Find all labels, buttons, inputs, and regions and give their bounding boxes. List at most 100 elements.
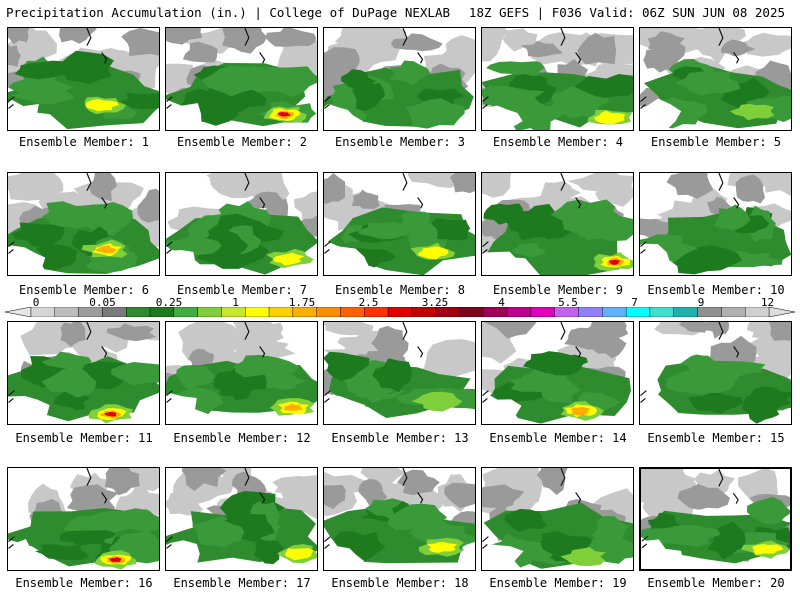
colorbar-swatch — [744, 307, 770, 317]
member-label: Ensemble Member: 6 — [18, 283, 150, 297]
precip-map — [166, 28, 317, 130]
colorbar-swatch — [673, 307, 698, 317]
page-title: Precipitation Accumulation (in.) | Colle… — [6, 5, 451, 20]
coastline — [640, 173, 740, 254]
coastline — [166, 173, 266, 254]
member-label: Ensemble Member: 7 — [176, 283, 308, 297]
colorbar-swatch — [268, 307, 294, 317]
coastline — [8, 468, 108, 549]
precip-map — [324, 28, 475, 130]
member-map-panel[interactable] — [639, 321, 792, 425]
member-map-panel[interactable] — [481, 172, 634, 276]
colorbar-arrow-left — [5, 307, 32, 317]
member-map-panel[interactable] — [639, 172, 792, 276]
colorbar-swatch — [697, 307, 722, 317]
colorbar-tick-label: 3.25 — [421, 296, 449, 309]
colorbar-tick-label: 4 — [498, 296, 505, 309]
coastline — [166, 468, 266, 549]
precip-map — [482, 173, 633, 275]
colorbar-swatch — [102, 307, 127, 317]
member-map-panel[interactable] — [165, 27, 318, 131]
colorbar-swatch — [340, 307, 365, 317]
colorbar-swatch — [625, 307, 651, 317]
member-map-panel[interactable] — [481, 467, 634, 571]
colorbar-swatch — [387, 307, 413, 317]
member-map-panel[interactable] — [639, 27, 792, 131]
colorbar-swatch — [483, 307, 508, 317]
member-map-panel[interactable] — [7, 467, 160, 571]
precip-map — [8, 28, 159, 130]
member-map-panel[interactable] — [323, 467, 476, 571]
member-label: Ensemble Member: 15 — [647, 431, 785, 445]
colorbar-swatch — [78, 307, 103, 317]
member-map-panel[interactable] — [165, 467, 318, 571]
colorbar-tick-label: 2.5 — [358, 296, 379, 309]
colorbar-tick-label: 0.25 — [155, 296, 183, 309]
member-map-panel[interactable] — [165, 321, 318, 425]
member-label: Ensemble Member: 18 — [331, 576, 469, 590]
member-map-panel[interactable] — [639, 467, 792, 571]
colorbar-swatch — [149, 307, 175, 317]
colorbar-strip — [5, 307, 795, 317]
run-info: 18Z GEFS | F036 Valid: 06Z SUN JUN 08 20… — [468, 5, 785, 20]
colorbar-swatch — [411, 307, 436, 317]
colorbar-tick-label: 1 — [232, 296, 239, 309]
header: Precipitation Accumulation (in.) | Colle… — [0, 0, 800, 26]
coastline — [482, 28, 582, 109]
colorbar-swatch — [197, 307, 222, 317]
coastline — [166, 28, 266, 109]
member-map-panel[interactable] — [323, 321, 476, 425]
coastline — [640, 28, 740, 109]
colorbar-swatch — [721, 307, 746, 317]
member-label: Ensemble Member: 8 — [334, 283, 466, 297]
coastline — [8, 28, 108, 109]
coastline — [482, 322, 582, 403]
coastline — [8, 173, 108, 254]
member-label: Ensemble Member: 11 — [15, 431, 153, 445]
precip-map — [166, 322, 317, 424]
precip-map — [482, 28, 633, 130]
member-label: Ensemble Member: 14 — [489, 431, 627, 445]
member-map-panel[interactable] — [7, 27, 160, 131]
member-label: Ensemble Member: 9 — [492, 283, 624, 297]
member-map-panel[interactable] — [165, 172, 318, 276]
coastline — [641, 469, 739, 549]
precip-map — [8, 468, 159, 570]
colorbar-swatch — [245, 307, 270, 317]
colorbar-arrow-right — [768, 307, 795, 317]
member-label: Ensemble Member: 13 — [331, 431, 469, 445]
coastline — [324, 322, 424, 403]
member-label: Ensemble Member: 20 — [647, 576, 785, 590]
precip-map — [324, 468, 475, 570]
precip-map — [640, 322, 791, 424]
colorbar-swatch — [221, 307, 246, 317]
coastline — [166, 322, 266, 403]
member-map-panel[interactable] — [481, 27, 634, 131]
precip-map — [640, 28, 791, 130]
colorbar-swatch — [530, 307, 555, 317]
member-map-panel[interactable] — [481, 321, 634, 425]
coastline — [640, 322, 740, 403]
precip-map — [166, 173, 317, 275]
colorbar-tick-label: 0.05 — [89, 296, 116, 309]
member-map-panel[interactable] — [323, 172, 476, 276]
coastline — [324, 468, 424, 549]
colorbar-swatch — [554, 307, 579, 317]
colorbar-tick-label: 12 — [760, 296, 775, 309]
member-label: Ensemble Member: 12 — [173, 431, 311, 445]
member-map-panel[interactable] — [7, 321, 160, 425]
member-label: Ensemble Member: 4 — [492, 135, 624, 149]
colorbar: 0 0.05 0.25 1 1.75 2.5 3.25 4 5.5 7 9 12 — [5, 296, 795, 320]
colorbar-swatch — [435, 307, 460, 317]
member-map-panel[interactable] — [323, 27, 476, 131]
member-map-panel[interactable] — [7, 172, 160, 276]
member-label: Ensemble Member: 5 — [650, 135, 782, 149]
colorbar-swatch — [54, 307, 79, 317]
colorbar-tick-label: 7 — [631, 296, 638, 309]
member-label: Ensemble Member: 17 — [173, 576, 311, 590]
colorbar-swatch — [292, 307, 317, 317]
coastline — [324, 28, 424, 109]
precip-map — [324, 322, 475, 424]
colorbar-tick-label: 1.75 — [288, 296, 316, 309]
colorbar-swatch — [30, 307, 56, 317]
